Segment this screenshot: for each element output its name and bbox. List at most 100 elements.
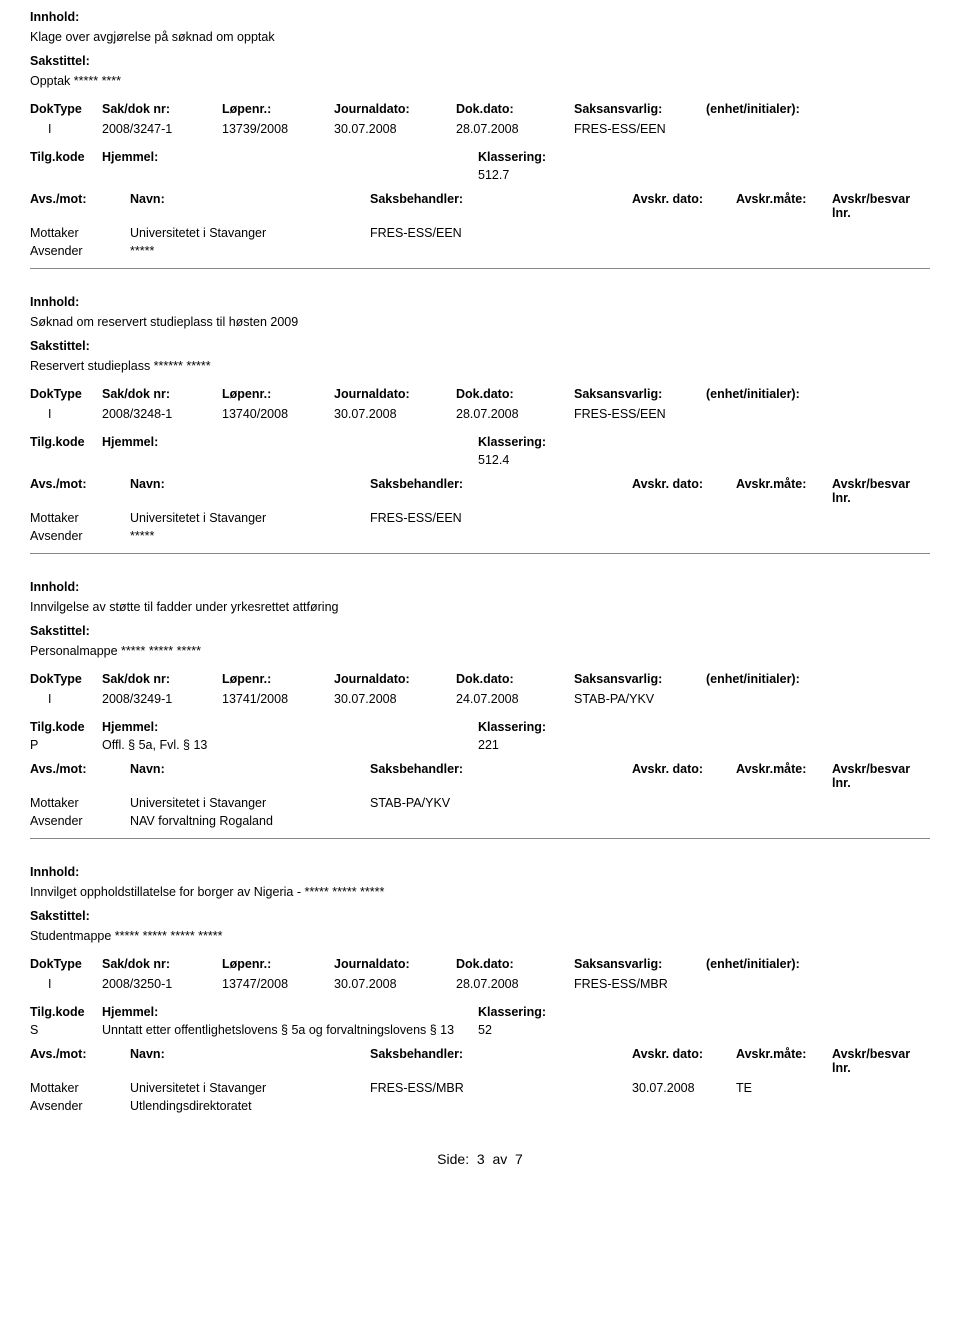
val-enhet <box>706 977 930 991</box>
hdr-avskrmate: Avskr.måte: <box>736 1047 832 1075</box>
hdr-avskrlnr: Avskr/besvar lnr. <box>832 192 930 220</box>
avsender-row: Avsender NAV forvaltning Rogaland <box>30 814 930 828</box>
avsender-navn: NAV forvaltning Rogaland <box>130 814 370 828</box>
tilg-header-row: Tilg.kode Hjemmel: Klassering: <box>30 150 930 164</box>
hdr-saksbehandler: Saksbehandler: <box>370 1047 632 1075</box>
tilg-header-row: Tilg.kode Hjemmel: Klassering: <box>30 1005 930 1019</box>
hdr-hjemmel: Hjemmel: <box>102 435 478 449</box>
hdr-saksansvarlig: Saksansvarlig: <box>574 387 706 401</box>
mottaker-navn: Universitetet i Stavanger <box>130 511 370 525</box>
avsender-label: Avsender <box>30 1099 130 1113</box>
hdr-doktype: DokType <box>30 957 102 971</box>
innhold-label: Innhold: <box>30 865 930 879</box>
val-tilgkode <box>30 453 102 467</box>
hdr-dokdato: Dok.dato: <box>456 102 574 116</box>
val-tilgkode <box>30 168 102 182</box>
val-doktype: I <box>30 692 102 706</box>
avsender-label: Avsender <box>30 814 130 828</box>
hdr-navn: Navn: <box>130 762 370 790</box>
mottaker-row: Mottaker Universitetet i Stavanger STAB-… <box>30 796 930 810</box>
sakstittel-label: Sakstittel: <box>30 624 930 638</box>
val-tilgkode: P <box>30 738 102 752</box>
meta-header-row: DokType Sak/dok nr: Løpenr.: Journaldato… <box>30 957 930 971</box>
meta-value-row: I 2008/3248-1 13740/2008 30.07.2008 28.0… <box>30 407 930 421</box>
mottaker-avskrmate <box>736 796 832 810</box>
hdr-avskrmate: Avskr.måte: <box>736 762 832 790</box>
hdr-saksbehandler: Saksbehandler: <box>370 192 632 220</box>
mottaker-row: Mottaker Universitetet i Stavanger FRES-… <box>30 226 930 240</box>
mottaker-row: Mottaker Universitetet i Stavanger FRES-… <box>30 511 930 525</box>
val-lopenr: 13740/2008 <box>222 407 334 421</box>
footer-prefix: Side: <box>437 1151 469 1167</box>
hdr-avskrlnr: Avskr/besvar lnr. <box>832 762 930 790</box>
hdr-journaldato: Journaldato: <box>334 102 456 116</box>
avsender-row: Avsender ***** <box>30 244 930 258</box>
val-enhet <box>706 692 930 706</box>
mottaker-avskrmate <box>736 226 832 240</box>
mottaker-label: Mottaker <box>30 226 130 240</box>
footer-total: 7 <box>515 1151 523 1167</box>
tilg-value-row: 512.4 <box>30 453 930 467</box>
sakstittel-value: Reservert studieplass ****** ***** <box>30 359 930 373</box>
mottaker-avskrlnr <box>832 1081 930 1095</box>
innhold-value: Innvilget oppholdstillatelse for borger … <box>30 885 930 899</box>
hdr-avskrdato: Avskr. dato: <box>632 192 736 220</box>
val-tilgkode: S <box>30 1023 102 1037</box>
avsender-navn: ***** <box>130 244 370 258</box>
hdr-doktype: DokType <box>30 672 102 686</box>
val-dokdato: 28.07.2008 <box>456 977 574 991</box>
val-klassering: 512.7 <box>478 168 658 182</box>
sakstittel-label: Sakstittel: <box>30 54 930 68</box>
hdr-lopenr: Løpenr.: <box>222 672 334 686</box>
avsender-navn: ***** <box>130 529 370 543</box>
hdr-klassering: Klassering: <box>478 150 658 164</box>
mottaker-avskrdato <box>632 796 736 810</box>
hdr-saksansvarlig: Saksansvarlig: <box>574 957 706 971</box>
meta-header-row: DokType Sak/dok nr: Løpenr.: Journaldato… <box>30 102 930 116</box>
mottaker-navn: Universitetet i Stavanger <box>130 226 370 240</box>
hdr-avsmot: Avs./mot: <box>30 762 130 790</box>
hdr-klassering: Klassering: <box>478 720 658 734</box>
sakstittel-label: Sakstittel: <box>30 339 930 353</box>
sakstittel-value: Opptak ***** **** <box>30 74 930 88</box>
mottaker-avskrdato: 30.07.2008 <box>632 1081 736 1095</box>
mottaker-row: Mottaker Universitetet i Stavanger FRES-… <box>30 1081 930 1095</box>
hdr-tilgkode: Tilg.kode <box>30 1005 102 1019</box>
hdr-avskrlnr: Avskr/besvar lnr. <box>832 1047 930 1075</box>
mottaker-label: Mottaker <box>30 1081 130 1095</box>
hdr-hjemmel: Hjemmel: <box>102 720 478 734</box>
val-doktype: I <box>30 977 102 991</box>
mottaker-avskrlnr <box>832 796 930 810</box>
sakstittel-value: Studentmappe ***** ***** ***** ***** <box>30 929 930 943</box>
val-enhet <box>706 122 930 136</box>
val-lopenr: 13739/2008 <box>222 122 334 136</box>
innhold-label: Innhold: <box>30 295 930 309</box>
sakstittel-value: Personalmappe ***** ***** ***** <box>30 644 930 658</box>
mottaker-saksbeh: FRES-ESS/EEN <box>370 226 632 240</box>
avsender-row: Avsender Utlendingsdirektoratet <box>30 1099 930 1113</box>
val-journaldato: 30.07.2008 <box>334 692 456 706</box>
innhold-value: Søknad om reservert studieplass til høst… <box>30 315 930 329</box>
mottaker-navn: Universitetet i Stavanger <box>130 796 370 810</box>
mottaker-label: Mottaker <box>30 511 130 525</box>
val-klassering: 221 <box>478 738 658 752</box>
hdr-lopenr: Løpenr.: <box>222 957 334 971</box>
meta-header-row: DokType Sak/dok nr: Løpenr.: Journaldato… <box>30 672 930 686</box>
mottaker-avskrlnr <box>832 226 930 240</box>
innhold-value: Innvilgelse av støtte til fadder under y… <box>30 600 930 614</box>
meta-value-row: I 2008/3250-1 13747/2008 30.07.2008 28.0… <box>30 977 930 991</box>
innhold-value: Klage over avgjørelse på søknad om oppta… <box>30 30 930 44</box>
val-saknr: 2008/3249-1 <box>102 692 222 706</box>
hdr-enhet: (enhet/initialer): <box>706 387 930 401</box>
avsender-label: Avsender <box>30 244 130 258</box>
avsmot-header-row: Avs./mot: Navn: Saksbehandler: Avskr. da… <box>30 762 930 790</box>
val-lopenr: 13741/2008 <box>222 692 334 706</box>
hdr-klassering: Klassering: <box>478 1005 658 1019</box>
hdr-hjemmel: Hjemmel: <box>102 1005 478 1019</box>
tilg-value-row: S Unntatt etter offentlighetslovens § 5a… <box>30 1023 930 1037</box>
hdr-doktype: DokType <box>30 102 102 116</box>
mottaker-saksbeh: FRES-ESS/MBR <box>370 1081 632 1095</box>
hdr-saknr: Sak/dok nr: <box>102 387 222 401</box>
footer-of: av <box>492 1151 507 1167</box>
journal-entry: Innhold: Innvilgelse av støtte til fadde… <box>30 580 930 839</box>
